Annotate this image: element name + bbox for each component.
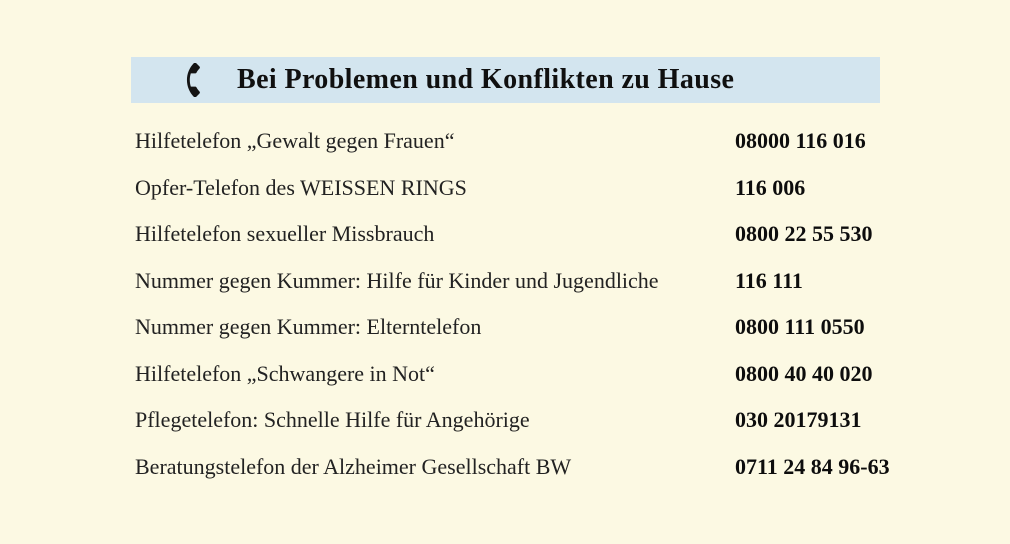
hotline-row: Hilfetelefon „Schwangere in Not“ 0800 40…: [135, 351, 905, 398]
hotline-row: Hilfetelefon sexueller Missbrauch 0800 2…: [135, 211, 905, 258]
hotline-row: Beratungstelefon der Alzheimer Gesellsch…: [135, 444, 905, 491]
hotline-label: Pflegetelefon: Schnelle Hilfe für Angehö…: [135, 407, 530, 433]
hotline-number: 0800 111 0550: [735, 314, 865, 340]
hotline-number: 116 111: [735, 267, 803, 293]
hotline-label: Nummer gegen Kummer: Elterntelefon: [135, 314, 482, 340]
hotline-label: Nummer gegen Kummer: Hilfe für Kinder un…: [135, 267, 659, 293]
hotline-label: Opfer-Telefon des WEISSEN RINGS: [135, 174, 467, 200]
hotline-number: 0800 22 55 530: [735, 221, 873, 247]
hotline-number: 0800 40 40 020: [735, 360, 873, 386]
hotline-label: Hilfetelefon sexueller Missbrauch: [135, 221, 435, 247]
hotline-row: Nummer gegen Kummer: Hilfe für Kinder un…: [135, 258, 905, 305]
hotline-label: Hilfetelefon „Schwangere in Not“: [135, 360, 435, 386]
hotline-label: Hilfetelefon „Gewalt gegen Frauen“: [135, 128, 455, 154]
hotline-number: 0711 24 84 96-63: [735, 453, 890, 479]
hotline-row: Opfer-Telefon des WEISSEN RINGS 116 006: [135, 165, 905, 212]
hotline-row: Nummer gegen Kummer: Elterntelefon 0800 …: [135, 304, 905, 351]
header-bar: Bei Problemen und Konflikten zu Hause: [131, 57, 880, 103]
hotline-row: Hilfetelefon „Gewalt gegen Frauen“ 08000…: [135, 118, 905, 165]
hotline-row: Pflegetelefon: Schnelle Hilfe für Angehö…: [135, 397, 905, 444]
phone-receiver-icon: [177, 61, 213, 99]
hotline-list: Hilfetelefon „Gewalt gegen Frauen“ 08000…: [135, 118, 905, 490]
page-title: Bei Problemen und Konflikten zu Hause: [237, 64, 735, 95]
hotline-label: Beratungstelefon der Alzheimer Gesellsch…: [135, 453, 572, 479]
hotline-number: 116 006: [735, 174, 806, 200]
hotline-number: 030 20179131: [735, 407, 862, 433]
hotline-number: 08000 116 016: [735, 128, 866, 154]
